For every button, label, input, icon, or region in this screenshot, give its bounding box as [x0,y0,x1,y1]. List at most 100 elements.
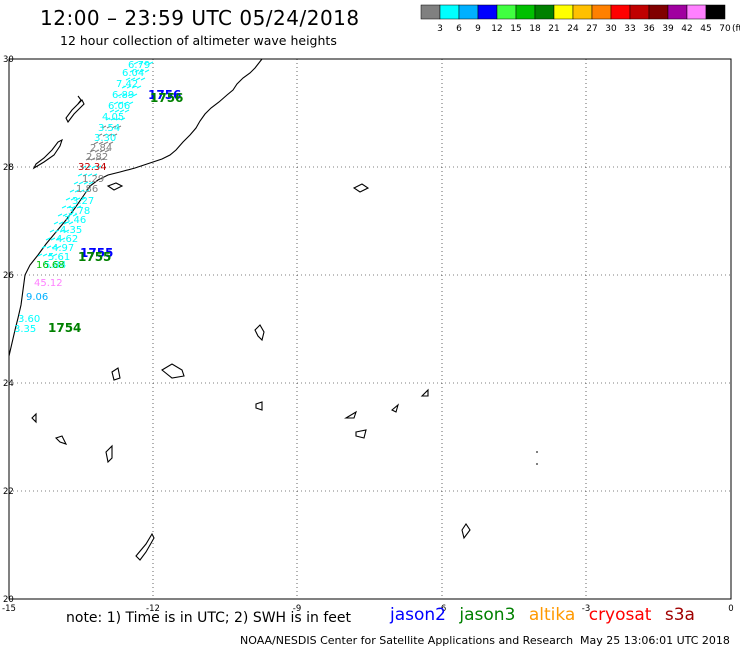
swath-mark [49,229,55,233]
africa-coastline [8,58,263,357]
swath-mark [122,93,128,97]
swath-mark [85,157,91,161]
swath-mark [113,101,119,105]
swath-mark [105,117,111,121]
swath-mark [51,245,57,249]
satellite-name: jason3 [459,605,516,625]
swath-mark [66,205,72,209]
swath-mark [131,85,137,89]
island-lanzarote [65,99,85,124]
swh-value-label: 1.86 [76,184,98,195]
swath-mark [139,69,145,73]
swath-mark [132,93,138,97]
altimeter-swath [37,61,154,257]
longitude-tick-label: -6 [438,604,446,614]
latitude-tick-label: 30 [3,55,14,65]
longitude-tick-label: -15 [2,604,16,614]
pass-time-label: 1755 [78,250,111,264]
swath-mark [144,69,150,73]
latitude-tick-label: 26 [3,271,14,281]
swath-mark [104,149,110,153]
swath-mark [140,77,146,81]
swath-mark [118,101,124,105]
swh-value-label: 5.84 [44,260,66,271]
swath-mark [127,93,133,97]
swh-value-label: 4.97 [52,243,74,254]
legend-bin-label: 9 [475,24,481,34]
swath-mark [120,117,126,121]
swh-track-labels: 6.796.047.426.896.064.053.543.302.842.82… [14,60,150,335]
swath-mark [124,109,130,113]
generation-timestamp: May 25 13:06:01 UTC 2018 [580,634,730,647]
swh-value-label: 4.05 [102,112,124,123]
swh-value-label: 3.78 [68,206,90,217]
swath-mark [68,221,74,225]
swath-mark [96,165,102,169]
swath-mark [110,117,116,121]
island-small-8 [391,403,400,413]
latitude-tick-label: 22 [3,487,14,497]
map-frame [8,58,732,600]
legend-bin-label: 12 [491,24,502,34]
swath-mark [65,197,71,201]
swath-mark [50,237,56,241]
swath-mark [133,61,139,65]
legend-bin-label: 45 [700,24,711,34]
island-gran-canaria-north [77,95,82,105]
satellite-name: altika [528,605,576,625]
longitude-tick-label: -3 [582,604,590,614]
swh-value-label: 16.68 [36,260,65,271]
swath-mark [56,245,62,249]
legend-bin-label: 3 [437,24,443,34]
swath-mark [99,149,105,153]
swh-value-label: 1.29 [82,174,104,185]
swath-mark [111,125,117,129]
swath-mark [86,165,92,169]
swath-mark [54,229,60,233]
swath-mark [123,101,129,105]
swath-mark [47,253,53,257]
swath-mark [148,61,154,65]
legend-bin-label: 6 [456,24,462,34]
swh-value-label: 6.89 [112,90,134,101]
swath-mark [125,77,131,81]
swh-value-label: 32.34 [78,162,107,173]
island-small-2 [352,183,370,193]
island-small-6 [255,401,263,411]
swh-value-label: 3.27 [72,196,94,207]
swh-value-label: 6.04 [122,68,144,79]
swath-mark [81,165,87,169]
island-small-5 [111,367,121,381]
swh-value-label: 3.30 [94,133,116,144]
swath-mark [101,125,107,129]
swath-mark [37,253,43,257]
swath-mark [98,141,104,145]
swath-mark [97,133,103,137]
longitude-tick-label: 0 [728,604,733,614]
swath-mark [121,85,127,89]
swath-mark [135,77,141,81]
island-small-15 [461,523,471,540]
island-small-13 [105,444,113,464]
satellite-legend: jason2 jason3 altika cryosat s3a [390,605,703,625]
swath-mark [126,85,132,89]
swath-mark [53,221,59,225]
swath-mark [90,157,96,161]
swath-mark [45,237,51,241]
legend-bin-label: 27 [586,24,597,34]
satellite-name: s3a [664,605,695,625]
latitude-tick-label: 28 [3,163,14,173]
map-title: 12:00 – 23:59 UTC 05/24/2018 [40,6,360,30]
swath-mark [87,173,93,177]
legend-bin-label: 30 [605,24,617,34]
island-small-16 [135,532,155,561]
swath-mark [93,141,99,145]
swh-value-label: 4.35 [60,225,82,236]
swath-mark [79,189,85,193]
swath-mark [129,69,135,73]
map-subtitle: 12 hour collection of altimeter wave hei… [60,33,337,48]
swath-mark [115,117,121,121]
swath-mark [64,229,70,233]
swh-value-label: 2.84 [90,143,112,154]
swh-value-label: 7.42 [116,79,138,90]
